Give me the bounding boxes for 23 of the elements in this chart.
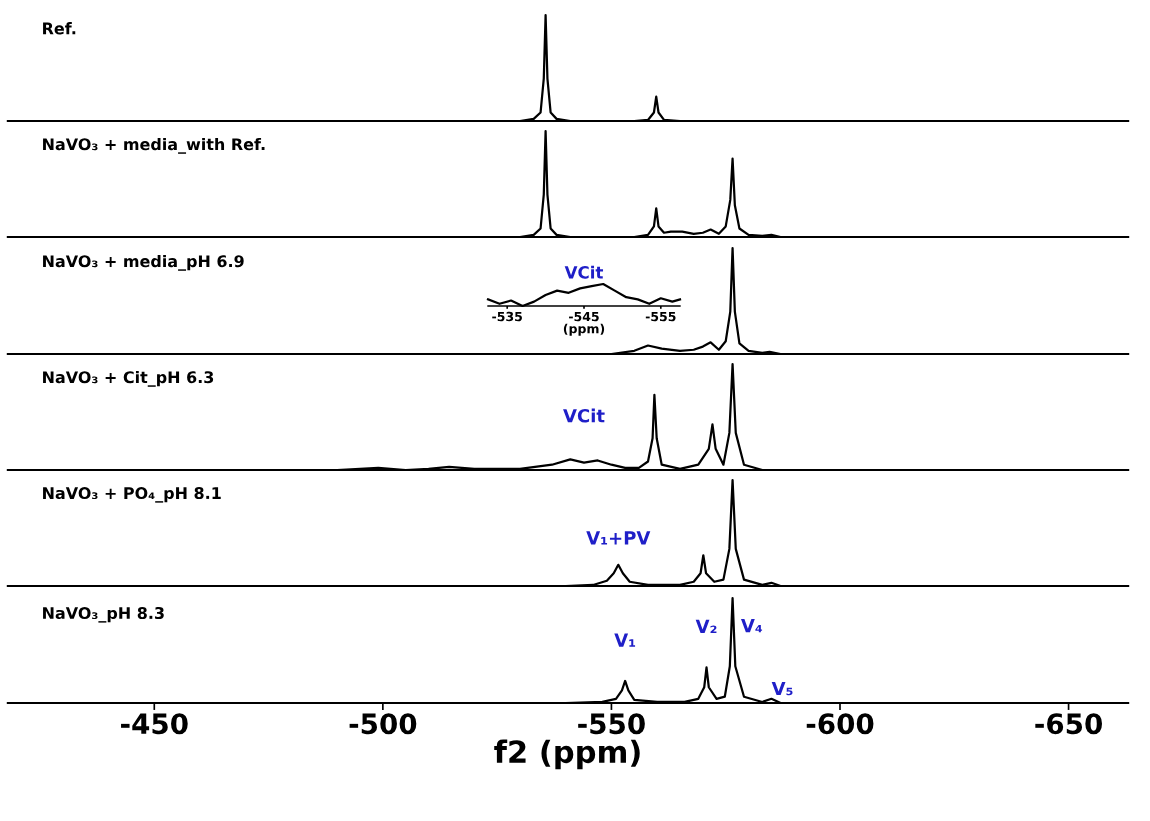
x-tick-label: -535	[492, 311, 522, 322]
x-axis-title: f2 (ppm)	[494, 739, 640, 770]
annotation: V₁	[614, 633, 636, 647]
chart-title: NaVO₃ + PO₄_pH 8.1	[43, 487, 221, 503]
annotation: V₅	[771, 681, 793, 696]
x-tick-label: -500	[349, 713, 417, 735]
chart-title: NaVO₃ + Cit_pH 6.3	[43, 370, 214, 387]
annotation: V₄	[740, 619, 763, 633]
x-tick-label: -545	[569, 311, 599, 322]
chart-title: NaVO₃ + media_with Ref.	[43, 137, 265, 154]
annotation: V₂	[695, 619, 717, 634]
text: NaVO₃_pH 8.3	[43, 606, 164, 623]
x-tick-label: -450	[121, 713, 188, 735]
annotation: VCit	[563, 408, 605, 423]
chart-title: Ref.	[43, 22, 76, 35]
x-tick-label: -600	[806, 713, 874, 735]
x-tick-label: -650	[1035, 713, 1102, 735]
annotation: V₁+PV	[586, 531, 651, 545]
chart-title: VCit	[564, 265, 604, 279]
x-axis-title: (ppm)	[563, 323, 605, 336]
x-tick-label: -555	[645, 311, 676, 322]
x-tick-label: -550	[578, 713, 645, 735]
chart-title: NaVO₃ + media_pH 6.9	[43, 254, 244, 271]
